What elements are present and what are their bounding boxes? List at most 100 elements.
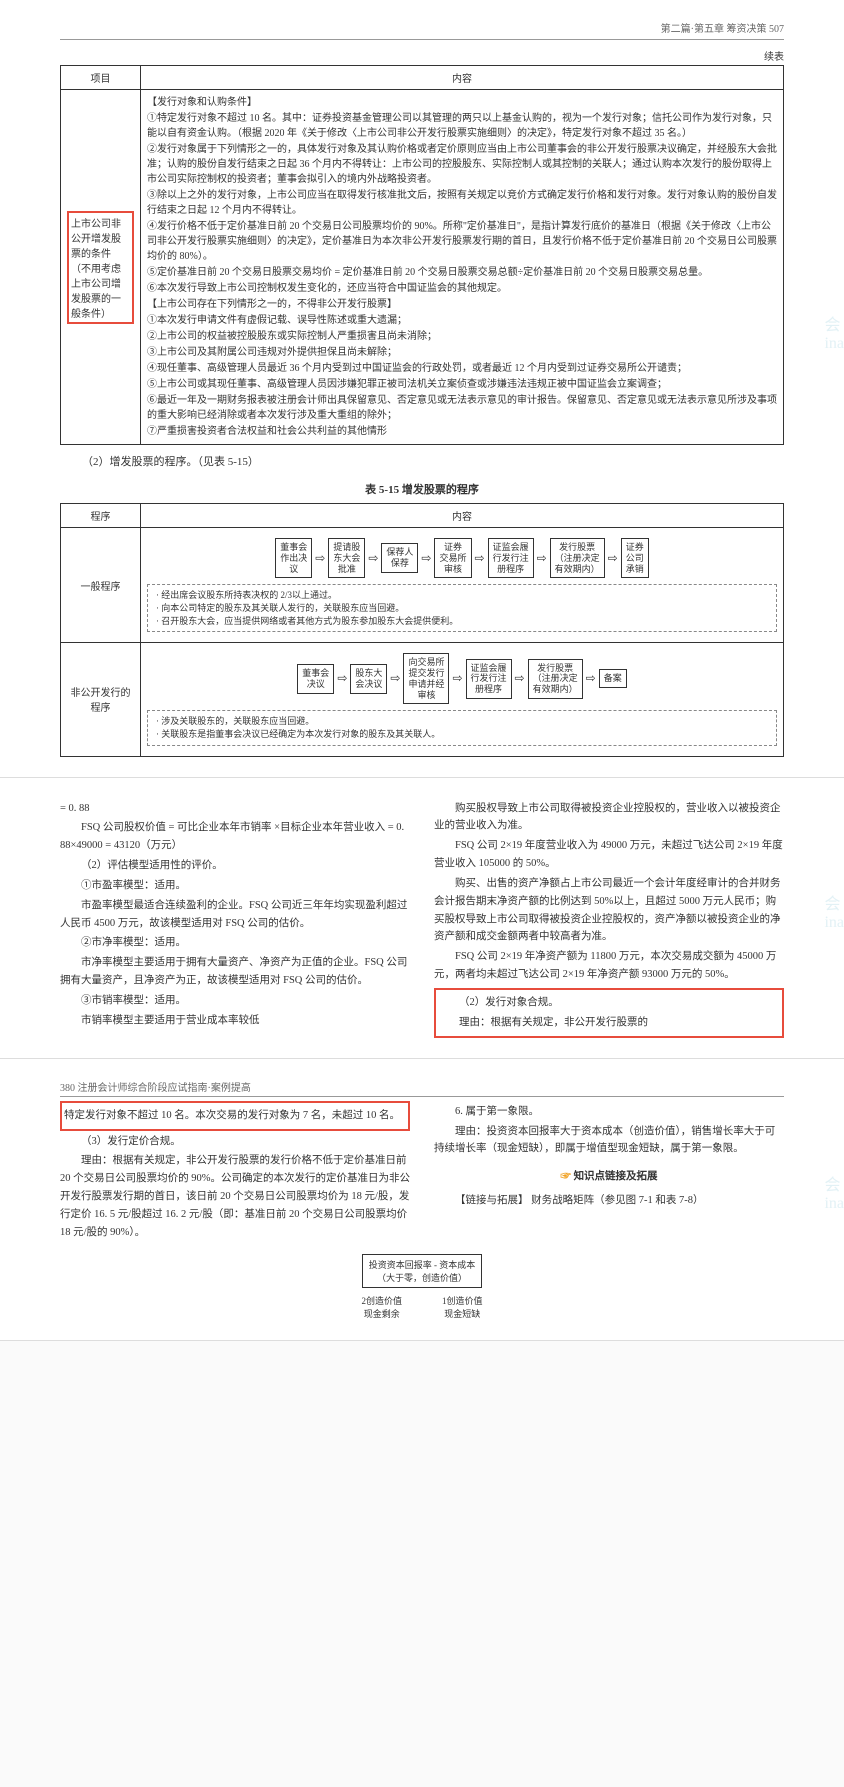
p2-p3: ①市盈率模型：适用。	[60, 877, 410, 895]
content-p5: ⑤定价基准日前 20 个交易日股票交易均价 = 定价基准日前 20 个交易日股票…	[147, 265, 777, 280]
dashed2-1: · 涉及关联股东的，关联股东应当回避。	[156, 715, 768, 728]
p2-rp3: 购买、出售的资产净额占上市公司最近一个会计年度经审计的合并财务会计报告期末净资产…	[434, 875, 784, 946]
knowledge-title: ☞ 知识点链接及拓展	[434, 1168, 784, 1186]
t2-row2-label: 非公开发行的程序	[61, 643, 141, 756]
flow1-box-4: 证监会履 行发行注 册程序	[488, 538, 534, 578]
content-title-1: 【发行对象和认购条件】	[147, 95, 777, 110]
flow2-box-4: 发行股票 （注册决定 有效期内）	[528, 659, 583, 699]
p2-rp1: 购买股权导致上市公司取得被投资企业控股权的，营业收入以被投资企业的营业收入为准。	[434, 800, 784, 836]
compliance-highlight: （2）发行对象合规。 理由：根据有关规定，非公开发行股票的	[434, 988, 784, 1038]
content-p4: ④发行价格不低于定价基准日前 20 个交易日公司股票均价的 90%。所称"定价基…	[147, 219, 777, 264]
p3-p1: 特定发行对象不超过 10 名。本次交易的发行对象为 7 名，未超过 10 名。	[64, 1107, 406, 1125]
matrix-row2: 2创造价值 现金剩余 1创造价值 现金短缺	[361, 1294, 482, 1320]
arrow-icon: ⇨	[315, 551, 325, 566]
page-3: 380 注册会计师综合阶段应试指南·案例提高 特定发行对象不超过 10 名。本次…	[0, 1059, 844, 1341]
procedure-table: 程序 内容 一般程序 董事会 作出决 议⇨ 提请股 东大会 批准⇨ 保荐人 保荐…	[60, 503, 784, 757]
caption-2: （2）增发股票的程序。（见表 5-15）	[60, 453, 784, 469]
p2-p4: 市盈率模型最适合连续盈利的企业。FSQ 公司近三年年均实现盈利超过人民币 450…	[60, 897, 410, 933]
row-label-highlight: 上市公司非公开增发股票的条件（不用考虑上市公司增发股票的一般条件）	[67, 211, 134, 324]
p2-p2: （2）评估模型适用性的评价。	[60, 857, 410, 875]
p2-eq: = 0. 88	[60, 800, 410, 818]
th-item: 项目	[61, 66, 141, 90]
content-q7: ⑦严重损害投资者合法权益和社会公共利益的其他情形	[147, 424, 777, 439]
content-q3: ③上市公司及其附属公司违规对外提供担保且尚未解除；	[147, 345, 777, 360]
hand-icon: ☞	[560, 1171, 573, 1182]
content-p1: ①特定发行对象不超过 10 名。其中：证券投资基金管理公司以其管理的两只以上基金…	[147, 111, 777, 141]
arrow-icon: ⇨	[475, 551, 485, 566]
flow-general: 董事会 作出决 议⇨ 提请股 东大会 批准⇨ 保荐人 保荐⇨ 证券 交易所 审核…	[147, 538, 777, 578]
page-header-right: 第二篇·第五章 筹资决策 507	[60, 20, 784, 35]
flow2-box-3: 证监会履 行发行注 册程序	[466, 659, 512, 699]
sub-title-text: 知识点链接及拓展	[574, 1171, 658, 1182]
t2-th2: 内容	[141, 504, 784, 528]
row-content-cell: 【发行对象和认购条件】 ①特定发行对象不超过 10 名。其中：证券投资基金管理公…	[141, 90, 784, 445]
p3-rp3: 【链接与拓展】 财务战略矩阵（参见图 7-1 和表 7-8）	[434, 1192, 784, 1210]
flow2-box-1: 股东大 会决议	[350, 664, 387, 694]
arrow-icon: ⇨	[586, 671, 596, 686]
content-q5: ⑤上市公司或其现任董事、高级管理人员因涉嫌犯罪正被司法机关立案侦查或涉嫌违法违规…	[147, 377, 777, 392]
content-p3: ③除以上之外的发行对象，上市公司应当在取得发行核准批文后，按照有关规定以竞价方式…	[147, 188, 777, 218]
continue-label: 续表	[60, 48, 784, 63]
arrow-icon: ⇨	[337, 671, 347, 686]
flow1-box-6: 证券 公司 承销	[621, 538, 649, 578]
flow1-box-0: 董事会 作出决 议	[275, 538, 312, 578]
content-p2: ②发行对象属于下列情形之一的，具体发行对象及其认购价格或者定价原则应当由上市公司…	[147, 142, 777, 187]
dashed1-2: · 向本公司特定的股东及其关联人发行的，关联股东应当回避。	[156, 602, 768, 615]
arrow-icon: ⇨	[537, 551, 547, 566]
limit-highlight: 特定发行对象不超过 10 名。本次交易的发行对象为 7 名，未超过 10 名。	[60, 1101, 410, 1131]
matrix-top-box: 投资资本回报率 - 资本成本 （大于零，创造价值）	[362, 1254, 483, 1288]
p2-p7: ③市销率模型：适用。	[60, 992, 410, 1010]
content-p6: ⑥本次发行导致上市公司控制权发生变化的，还应当符合中国证监会的其他规定。	[147, 281, 777, 296]
p2-p6: 市净率模型主要适用于拥有大量资产、净资产为正值的企业。FSQ 公司拥有大量资产，…	[60, 954, 410, 990]
content-q4: ④现任董事、高级管理人员最近 36 个月内受到过中国证监会的行政处罚，或者最近 …	[147, 361, 777, 376]
page-2: = 0. 88 FSQ 公司股权价值 = 可比企业本年市销率 ×目标企业本年营业…	[0, 778, 844, 1059]
row-label-text: 上市公司非公开增发股票的条件（不用考虑上市公司增发股票的一般条件）	[71, 219, 121, 320]
p3-rp1: 6. 属于第一象限。	[434, 1103, 784, 1121]
arrow-icon: ⇨	[608, 551, 618, 566]
left-column: = 0. 88 FSQ 公司股权价值 = 可比企业本年市销率 ×目标企业本年营业…	[60, 798, 410, 1038]
flow-nonpublic: 董事会 决议⇨ 股东大 会决议⇨ 向交易所 提交发行 申请并经 审核⇨ 证监会履…	[147, 653, 777, 704]
two-column-layout-3: 特定发行对象不超过 10 名。本次交易的发行对象为 7 名，未超过 10 名。 …	[60, 1101, 784, 1244]
flow1-box-1: 提请股 东大会 批准	[328, 538, 365, 578]
p3-rp2: 理由：投资资本回报率大于资本成本（创造价值），销售增长率大于可持续增长率（现金短…	[434, 1123, 784, 1159]
arrow-icon: ⇨	[390, 671, 400, 686]
p3-p2: （3）发行定价合规。	[60, 1133, 410, 1151]
content-title-2: 【上市公司存在下列情形之一的，不得非公开发行股票】	[147, 297, 777, 312]
two-column-layout: = 0. 88 FSQ 公司股权价值 = 可比企业本年市销率 ×目标企业本年营业…	[60, 798, 784, 1038]
p2-rp5: （2）发行对象合规。	[438, 994, 780, 1012]
right-column-3: 6. 属于第一象限。 理由：投资资本回报率大于资本成本（创造价值），销售增长率大…	[434, 1101, 784, 1244]
content-q6: ⑥最近一年及一期财务报表被注册会计师出具保留意见、否定意见或无法表示意见的审计报…	[147, 393, 777, 423]
p2-rp6: 理由：根据有关规定，非公开发行股票的	[438, 1014, 780, 1032]
t2-th1: 程序	[61, 504, 141, 528]
left-column-3: 特定发行对象不超过 10 名。本次交易的发行对象为 7 名，未超过 10 名。 …	[60, 1101, 410, 1244]
dashed-note-1: · 经出席会议股东所持表决权的 2/3以上通过。 · 向本公司特定的股东及其关联…	[147, 584, 777, 632]
flow2-box-0: 董事会 决议	[297, 664, 334, 694]
page-1: 第二篇·第五章 筹资决策 507 续表 项目 内容 上市公司非公开增发股票的条件…	[0, 0, 844, 778]
dashed-note-2: · 涉及关联股东的，关联股东应当回避。 · 关联股东是指董事会决议已经确定为本次…	[147, 710, 777, 745]
dashed1-3: · 召开股东大会，应当提供网络或者其他方式为股东参加股东大会提供便利。	[156, 615, 768, 628]
watermark-icon: 会ina	[824, 1171, 844, 1213]
arrow-icon: ⇨	[452, 671, 462, 686]
t2-row1-label: 一般程序	[61, 528, 141, 643]
p2-p8: 市销率模型主要适用于营业成本率较低	[60, 1012, 410, 1030]
flow2-box-5: 备案	[599, 669, 627, 688]
right-column: 购买股权导致上市公司取得被投资企业控股权的，营业收入以被投资企业的营业收入为准。…	[434, 798, 784, 1038]
arrow-icon: ⇨	[421, 551, 431, 566]
flow1-box-3: 证券 交易所 审核	[434, 538, 471, 578]
flow2-box-2: 向交易所 提交发行 申请并经 审核	[403, 653, 449, 704]
dashed1-1: · 经出席会议股东所持表决权的 2/3以上通过。	[156, 589, 768, 602]
th-content: 内容	[141, 66, 784, 90]
conditions-table: 项目 内容 上市公司非公开增发股票的条件（不用考虑上市公司增发股票的一般条件） …	[60, 65, 784, 445]
content-q2: ②上市公司的权益被控股股东或实际控制人严重损害且尚未消除；	[147, 329, 777, 344]
content-q1: ①本次发行申请文件有虚假记载、误导性陈述或重大遗漏；	[147, 313, 777, 328]
strategy-matrix: 投资资本回报率 - 资本成本 （大于零，创造价值） 2创造价值 现金剩余 1创造…	[60, 1254, 784, 1320]
arrow-icon: ⇨	[368, 551, 378, 566]
page-header-left: 380 注册会计师综合阶段应试指南·案例提高	[60, 1079, 784, 1097]
t2-row2-content: 董事会 决议⇨ 股东大 会决议⇨ 向交易所 提交发行 申请并经 审核⇨ 证监会履…	[141, 643, 784, 756]
dashed2-2: · 关联股东是指董事会决议已经确定为本次发行对象的股东及其关联人。	[156, 728, 768, 741]
matrix-right-label: 1创造价值 现金短缺	[442, 1294, 483, 1320]
table2-title: 表 5-15 增发股票的程序	[60, 481, 784, 497]
p3-p3: 理由：根据有关规定，非公开发行股票的发行价格不低于定价基准日前 20 个交易日公…	[60, 1152, 410, 1241]
p2-rp2: FSQ 公司 2×19 年度营业收入为 49000 万元，未超过飞达公司 2×1…	[434, 837, 784, 873]
matrix-left-label: 2创造价值 现金剩余	[361, 1294, 402, 1320]
